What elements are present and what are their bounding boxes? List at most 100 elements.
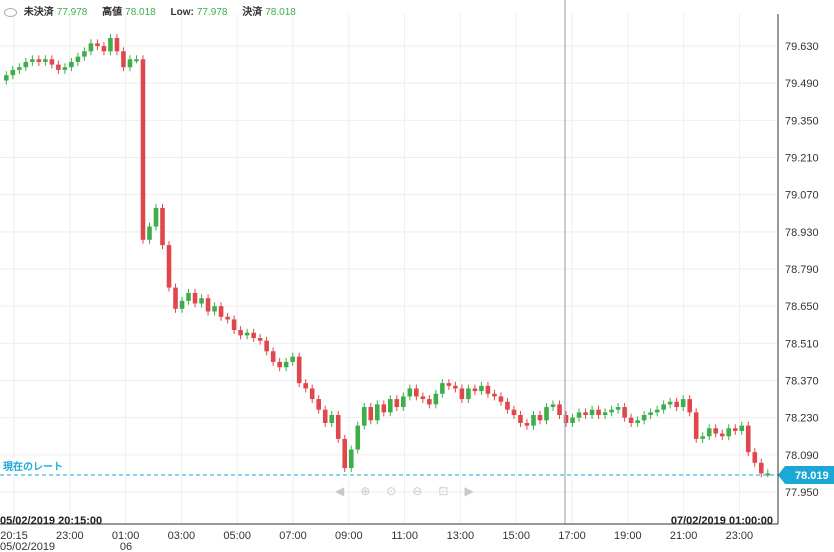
- candle: [531, 415, 536, 426]
- candle: [433, 393, 439, 405]
- zoom-out-icon[interactable]: ⊖: [412, 484, 439, 498]
- x-tick-label: 17:00: [558, 530, 586, 542]
- candle: [654, 409, 660, 413]
- candle: [687, 399, 692, 413]
- crosshair-right-time: 07/02/2019 01:00:00: [671, 515, 773, 527]
- candle: [641, 415, 647, 421]
- candle: [394, 399, 400, 408]
- x-tick-label: 21:00: [670, 530, 698, 542]
- candle: [23, 61, 29, 68]
- x-sub-label: 06: [120, 541, 132, 552]
- candle: [290, 356, 295, 362]
- x-tick-label: 19:00: [614, 530, 642, 542]
- candle: [453, 385, 458, 389]
- high-value: 78.018: [125, 7, 156, 18]
- candle: [69, 61, 74, 68]
- zoom-fit-icon[interactable]: ⊡: [438, 484, 465, 498]
- candle: [420, 396, 426, 400]
- y-tick-label: 78.510: [785, 338, 819, 350]
- candle: [199, 298, 204, 304]
- candle: [550, 404, 556, 408]
- candle: [82, 51, 87, 57]
- low-label: Low:: [170, 7, 194, 18]
- candle: [127, 59, 133, 68]
- low-value: 77.978: [196, 7, 228, 18]
- y-tick-label: 78.650: [785, 301, 819, 313]
- candle: [511, 409, 517, 416]
- candle: [466, 388, 471, 400]
- y-tick-label: 78.370: [785, 376, 819, 388]
- candle: [765, 473, 771, 476]
- y-tick-label: 79.070: [785, 190, 819, 202]
- candle: [674, 401, 679, 408]
- candle: [361, 407, 367, 426]
- candle: [479, 385, 484, 392]
- candle: [303, 383, 308, 389]
- scroll-right-icon[interactable]: ▶: [464, 484, 490, 498]
- candle: [56, 64, 61, 70]
- y-tick-label: 79.350: [785, 115, 819, 127]
- candle: [238, 330, 243, 336]
- candle: [225, 316, 230, 320]
- candle: [635, 420, 640, 423]
- candle: [10, 69, 16, 76]
- scroll-left-icon[interactable]: ◀: [335, 484, 361, 498]
- candle: [348, 449, 354, 469]
- zoom-reset-icon[interactable]: ⊙: [386, 484, 413, 498]
- x-tick-label: 09:00: [335, 530, 363, 542]
- candle: [335, 415, 341, 439]
- ohlc-readout: 未決済 77.978 高値 78.018 Low: 77.978 決済 78.018: [4, 3, 308, 18]
- candle: [322, 409, 328, 423]
- candle: [75, 56, 81, 62]
- candle: [518, 415, 523, 423]
- candle: [277, 361, 282, 368]
- candle: [264, 340, 269, 352]
- close-label: 決済: [242, 7, 263, 18]
- candle: [401, 396, 406, 408]
- candle: [121, 51, 126, 68]
- candle: [160, 207, 165, 246]
- x-tick-label: 07:00: [279, 530, 307, 542]
- candle: [36, 59, 42, 62]
- x-tick-label: 03:00: [168, 530, 196, 542]
- x-tick-label: 20:15: [0, 530, 28, 542]
- candle: [30, 59, 35, 62]
- candle: [700, 436, 706, 439]
- candle: [602, 412, 608, 416]
- candle: [140, 59, 146, 240]
- candle: [544, 407, 549, 421]
- eye-icon[interactable]: [4, 7, 17, 17]
- x-tick-label: 13:00: [447, 530, 475, 542]
- current-rate-badge: [778, 466, 834, 484]
- candle: [628, 417, 634, 423]
- zoom-in-icon[interactable]: ⊕: [360, 484, 387, 498]
- open-value: 77.978: [56, 7, 88, 18]
- candle: [231, 319, 237, 331]
- candle: [316, 399, 322, 410]
- candle: [101, 46, 107, 52]
- candle: [459, 388, 465, 400]
- candle: [622, 407, 627, 418]
- candle: [583, 412, 588, 416]
- candle: [153, 207, 159, 227]
- candle: [212, 306, 217, 312]
- candle: [49, 59, 55, 65]
- candle: [485, 385, 491, 394]
- candle: [270, 351, 276, 362]
- candle: [4, 75, 9, 81]
- y-tick-label: 78.930: [785, 227, 819, 239]
- candle: [680, 399, 686, 408]
- candle: [726, 428, 732, 437]
- candle: [296, 356, 302, 384]
- y-tick-label: 77.950: [785, 487, 819, 499]
- candle: [472, 388, 478, 392]
- x-sub-label: 05/02/2019: [0, 541, 55, 552]
- candle: [166, 245, 172, 288]
- candle: [609, 409, 614, 413]
- candle: [576, 412, 582, 418]
- candle: [667, 401, 673, 405]
- candle: [537, 415, 543, 421]
- candle: [388, 399, 393, 413]
- candle: [147, 226, 152, 240]
